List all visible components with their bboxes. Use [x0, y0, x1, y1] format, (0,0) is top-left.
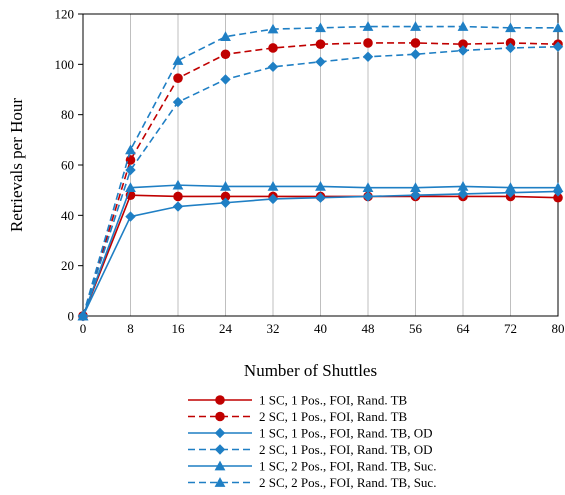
data-point	[410, 190, 421, 201]
legend-label: 1 SC, 1 Pos., FOI, Rand. TB, OD	[259, 426, 432, 441]
x-tick-label: 56	[409, 321, 423, 336]
data-point	[172, 179, 184, 190]
data-point	[362, 191, 374, 202]
data-point	[362, 182, 374, 192]
legend-entry: 1 SC, 2 Pos., FOI, Rand. TB, Suc.	[188, 459, 436, 474]
data-point	[505, 22, 516, 33]
legend-label: 1 SC, 1 Pos., FOI, Rand. TB	[259, 393, 408, 408]
legend-entry: 2 SC, 1 Pos., FOI, Rand. TB, OD	[188, 442, 432, 457]
data-point	[362, 51, 374, 62]
series-6	[77, 21, 564, 321]
data-point	[220, 197, 231, 208]
data-point	[552, 22, 564, 33]
y-tick-label: 80	[61, 107, 74, 122]
legend-marker	[214, 460, 226, 471]
legend-label: 2 SC, 2 Pos., FOI, Rand. TB, Suc.	[259, 475, 436, 490]
x-tick-label: 64	[457, 321, 471, 336]
data-point	[505, 182, 516, 192]
x-tick-label: 40	[314, 321, 327, 336]
legend-entry: 1 SC, 1 Pos., FOI, Rand. TB	[188, 393, 408, 408]
data-point	[315, 192, 326, 203]
data-point	[457, 45, 469, 56]
data-point	[410, 38, 421, 48]
data-point	[410, 21, 421, 31]
x-tick-label: 48	[362, 321, 375, 336]
y-tick-label: 0	[68, 309, 75, 324]
x-axis-title: Number of Shuttles	[244, 361, 377, 380]
y-tick-label: 120	[55, 7, 75, 22]
legend-label: 2 SC, 1 Pos., FOI, Rand. TB, OD	[259, 442, 432, 457]
legend-entry: 1 SC, 1 Pos., FOI, Rand. TB, OD	[188, 426, 432, 441]
x-tick-label: 0	[80, 321, 87, 336]
data-point	[315, 56, 326, 68]
y-tick-label: 20	[61, 258, 74, 273]
data-point	[457, 188, 469, 200]
data-point	[77, 310, 89, 321]
data-point	[125, 164, 136, 176]
data-point	[220, 191, 231, 202]
data-point	[410, 49, 421, 60]
data-point	[173, 191, 183, 202]
series-line	[82, 42, 559, 317]
x-tick-label: 8	[127, 321, 134, 336]
legend-label: 2 SC, 1 Pos., FOI, Rand. TB	[259, 409, 408, 424]
y-tick-label: 60	[61, 158, 74, 173]
legend: 1 SC, 1 Pos., FOI, Rand. TB2 SC, 1 Pos.,…	[188, 393, 436, 490]
data-point	[173, 73, 183, 83]
x-tick-label: 24	[219, 321, 233, 336]
x-tick-label: 72	[504, 321, 517, 336]
data-point	[553, 192, 563, 203]
legend-marker	[215, 395, 225, 405]
data-point	[172, 201, 184, 212]
legend-label: 1 SC, 2 Pos., FOI, Rand. TB, Suc.	[259, 459, 436, 474]
data-point	[267, 193, 279, 205]
data-point	[457, 21, 469, 31]
x-tick-label: 32	[267, 321, 280, 336]
data-point	[362, 21, 374, 31]
data-point	[315, 22, 326, 33]
legend-marker	[215, 411, 225, 422]
y-tick-label: 100	[55, 57, 75, 72]
data-point	[220, 74, 231, 85]
data-point	[125, 182, 136, 192]
data-point	[267, 23, 279, 34]
data-point	[457, 180, 469, 191]
x-tick-label: 16	[172, 321, 186, 336]
data-point	[125, 155, 136, 165]
data-point	[363, 38, 373, 48]
data-point	[315, 39, 326, 49]
data-point	[552, 182, 564, 192]
data-point	[172, 96, 184, 108]
data-point	[552, 41, 564, 52]
series-group	[77, 21, 564, 322]
legend-entry: 2 SC, 2 Pos., FOI, Rand. TB, Suc.	[188, 475, 436, 490]
data-point	[458, 39, 468, 49]
data-point	[220, 49, 231, 60]
data-point	[267, 61, 279, 73]
legend-marker	[214, 427, 226, 439]
y-tick-label: 40	[61, 208, 74, 223]
data-point	[268, 43, 278, 53]
data-point	[125, 144, 136, 155]
data-point	[315, 180, 326, 191]
legend-entry: 2 SC, 1 Pos., FOI, Rand. TB	[188, 409, 408, 424]
data-point	[125, 211, 136, 222]
data-point	[410, 182, 421, 192]
y-axis-title: Retrievals per Hour	[7, 98, 26, 232]
data-point	[220, 180, 231, 191]
data-point	[505, 42, 516, 54]
data-point	[220, 31, 231, 41]
data-point	[172, 55, 184, 65]
legend-marker	[214, 477, 226, 487]
axis-ticks: 0 8 16 24 32 40 48 56 64 72 80 0 20 40 60 80 100 120	[55, 7, 565, 337]
legend-marker	[214, 444, 226, 455]
x-tick-label: 80	[552, 321, 565, 336]
data-point	[267, 180, 279, 191]
